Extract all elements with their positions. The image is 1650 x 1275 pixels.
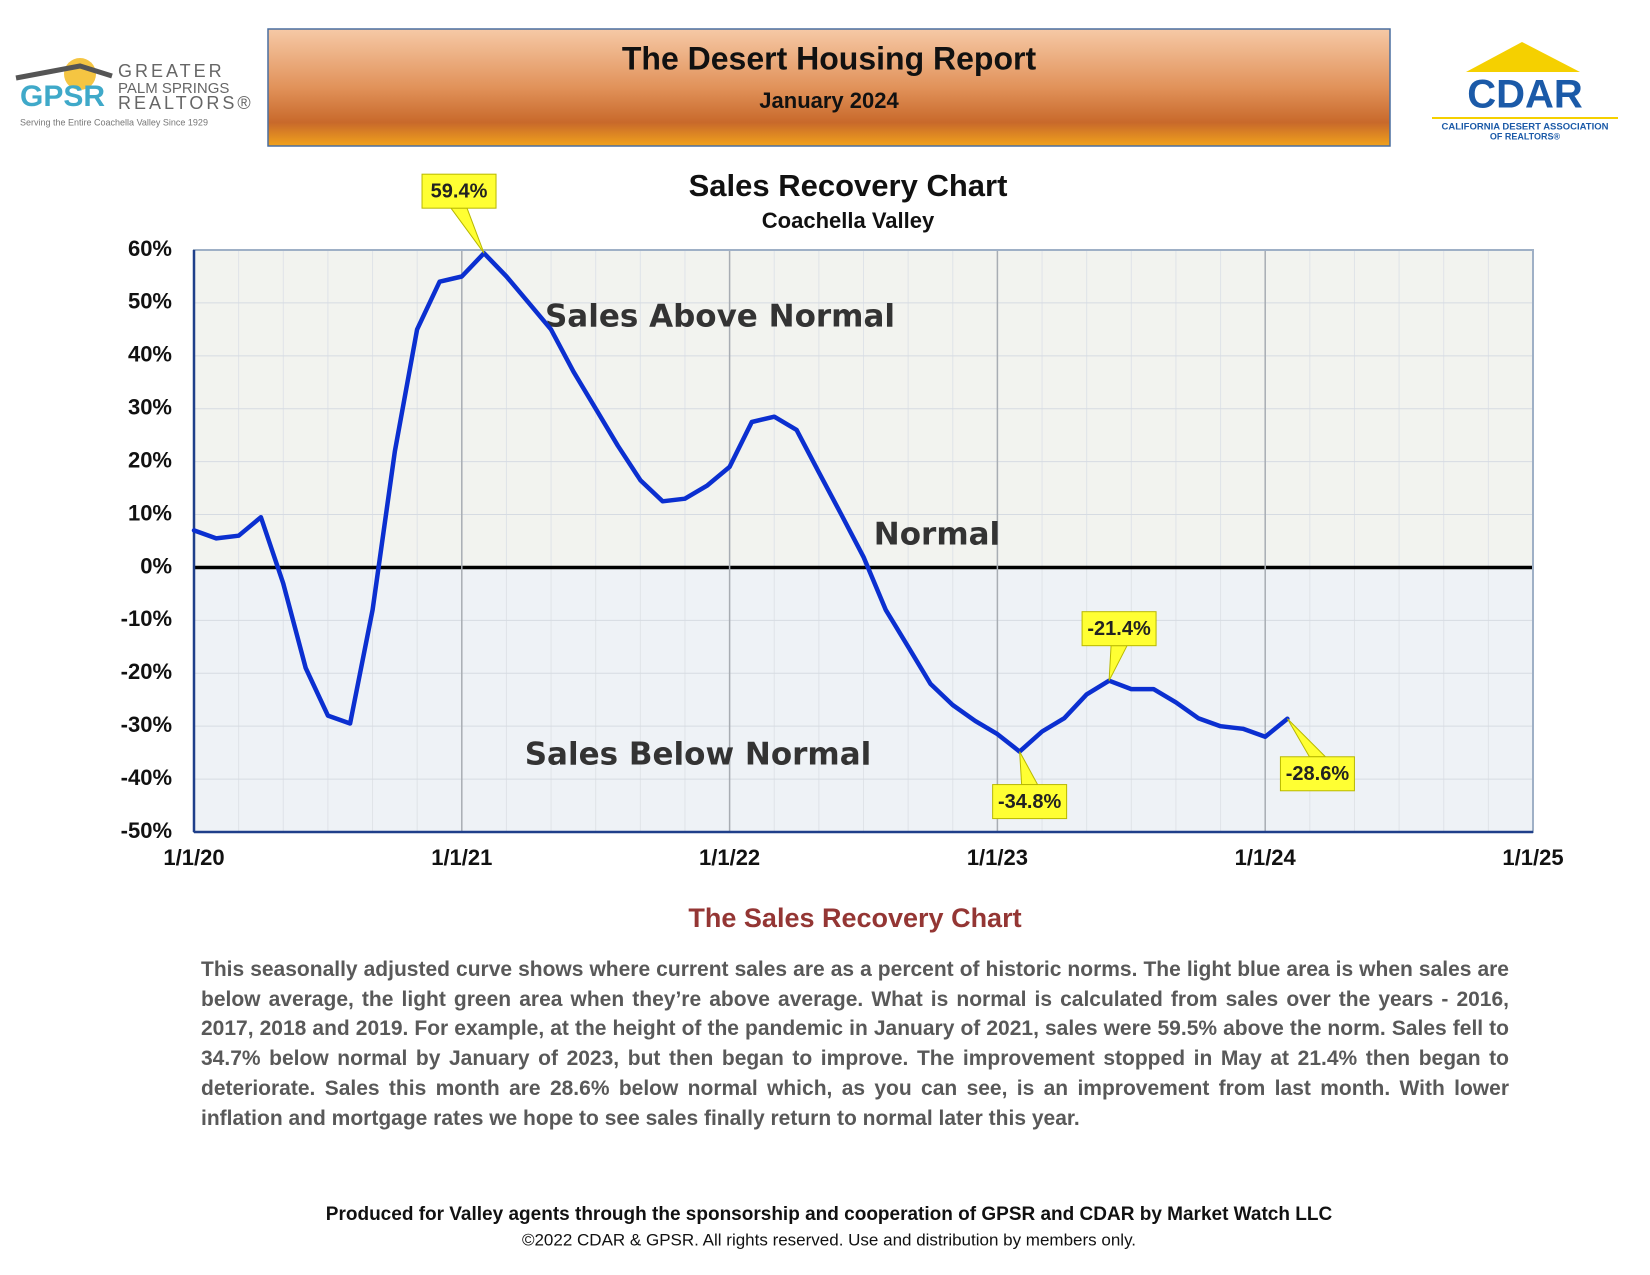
logo-mark: GPSR bbox=[20, 80, 105, 113]
logo-roof bbox=[15, 63, 113, 81]
header-title: The Desert Housing Report bbox=[622, 40, 1037, 76]
chart-title: Sales Recovery Chart bbox=[689, 168, 1008, 203]
x-tick-label: 1/1/20 bbox=[163, 845, 224, 870]
callout-box bbox=[992, 784, 1068, 820]
data-label: 59.4% bbox=[431, 180, 488, 202]
annotation: Sales Below Normal bbox=[525, 737, 872, 773]
x-tick-label: 1/1/21 bbox=[431, 845, 492, 870]
y-tick-label: 60% bbox=[128, 236, 172, 261]
y-tick-label: 10% bbox=[128, 500, 172, 525]
y-tick-label: -50% bbox=[121, 818, 172, 843]
y-tick-label: 0% bbox=[140, 553, 172, 578]
data-line bbox=[191, 250, 1290, 754]
annotation: Sales Above Normal bbox=[545, 299, 895, 335]
y-tick-label: 40% bbox=[128, 342, 172, 367]
callout-box bbox=[1081, 611, 1157, 647]
callout-pointer bbox=[450, 207, 485, 254]
caption-heading: The Sales Recovery Chart bbox=[688, 903, 1021, 933]
y-tick-label: -30% bbox=[121, 712, 172, 737]
logo-roof bbox=[1466, 42, 1580, 72]
x-tick-label: 1/1/22 bbox=[699, 845, 760, 870]
data-label: -21.4% bbox=[1087, 618, 1151, 640]
data-label: -34.8% bbox=[998, 791, 1062, 813]
logo-text: REALTORS® bbox=[118, 93, 254, 113]
x-tick-label: 1/1/23 bbox=[967, 845, 1028, 870]
annotation: Normal bbox=[874, 517, 1000, 553]
plot: -50% -40% -30% -20% -10% 0% 10% 20% 30% 40% 50% 60%… bbox=[121, 173, 1564, 870]
y-tick-label: 20% bbox=[128, 447, 172, 472]
x-tick-label: 1/1/25 bbox=[1502, 845, 1563, 870]
y-tick-label: 50% bbox=[128, 289, 172, 314]
y-tick-label: 30% bbox=[128, 395, 172, 420]
footer-produced: Produced for Valley agents through the s… bbox=[326, 1204, 1333, 1225]
logo-text: GREATER bbox=[118, 61, 225, 81]
y-tick-label: -40% bbox=[121, 765, 172, 790]
callout-box bbox=[421, 173, 497, 209]
y-tick-label: -20% bbox=[121, 659, 172, 684]
logo-mark: CDAR bbox=[1467, 73, 1583, 117]
y-tick-label: -10% bbox=[121, 606, 172, 631]
chart-subtitle: Coachella Valley bbox=[762, 208, 935, 233]
logo-text: PALM SPRINGS bbox=[118, 80, 229, 97]
header-box bbox=[267, 28, 1391, 147]
callout-box bbox=[1279, 756, 1355, 792]
logo-text: OF REALTORS® bbox=[1490, 131, 1561, 141]
footer-copyright: ©2022 CDAR & GPSR. All rights reserved. … bbox=[522, 1230, 1136, 1249]
logo-tagline: Serving the Entire Coachella Valley Sinc… bbox=[20, 117, 208, 127]
logo-text: CALIFORNIA DESERT ASSOCIATION bbox=[1442, 122, 1609, 133]
data-label: -28.6% bbox=[1286, 763, 1350, 785]
x-tick-label: 1/1/24 bbox=[1235, 845, 1297, 870]
caption-text: This seasonally adjusted curve shows whe… bbox=[201, 958, 1509, 1130]
header-subtitle: January 2024 bbox=[759, 88, 899, 113]
